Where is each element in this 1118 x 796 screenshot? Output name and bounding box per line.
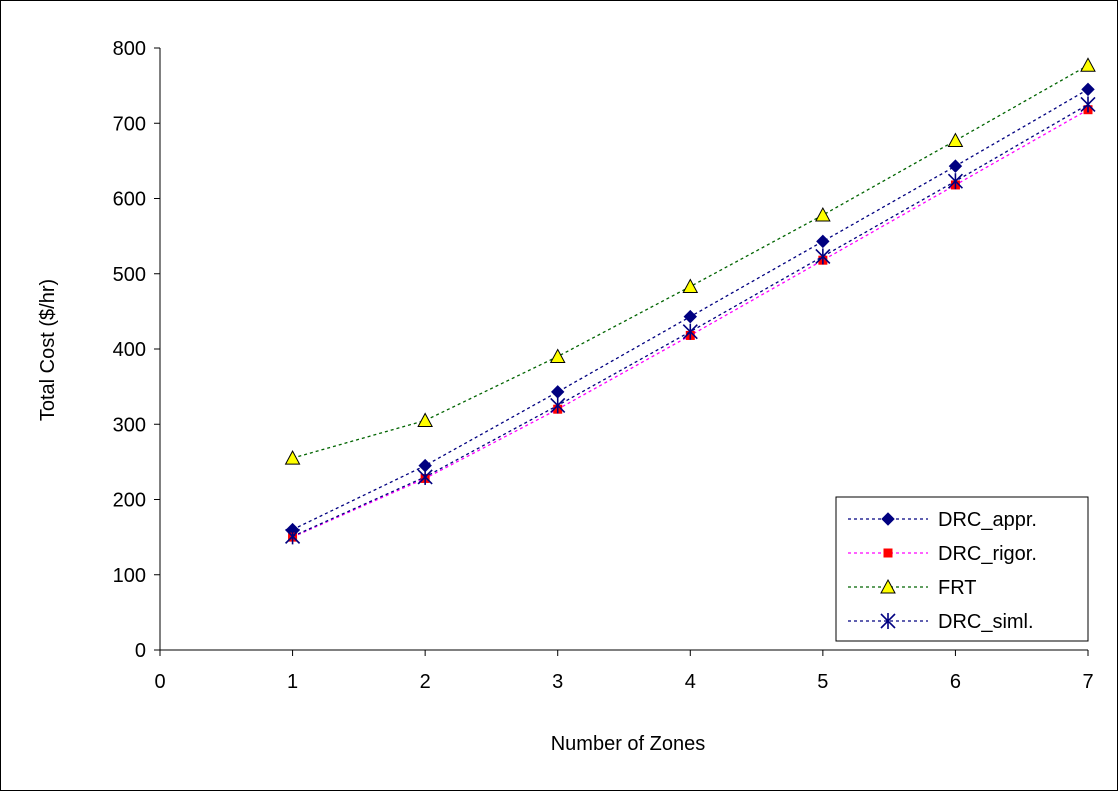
- y-tick-label: 600: [113, 189, 146, 211]
- legend-item: FRT: [848, 577, 977, 599]
- legend-item: DRC_appr.: [848, 509, 1037, 531]
- x-axis-label: Number of Zones: [551, 733, 706, 755]
- y-tick-label: 0: [135, 640, 146, 662]
- data-point-asterisk: [947, 173, 963, 190]
- series-layer: [284, 57, 1096, 545]
- y-tick-label: 100: [113, 565, 146, 587]
- axes: 0 100 200 300 400 500 600 700 800 0 1 2 3 4 5 6 7: [113, 38, 1094, 693]
- data-point-triangle: [815, 207, 831, 222]
- data-point-triangle: [284, 450, 301, 465]
- legend-marker-square: [883, 548, 893, 558]
- data-point-asterisk: [682, 323, 698, 340]
- x-tick-label: 6: [950, 671, 961, 693]
- data-point-asterisk: [285, 528, 301, 545]
- x-tick-label: 0: [154, 671, 165, 693]
- data-point-diamond: [683, 309, 697, 324]
- legend-label: DRC_appr.: [938, 509, 1037, 531]
- legend-label: DRC_rigor.: [938, 543, 1037, 565]
- x-tick-label: 5: [817, 671, 828, 693]
- x-tick-label: 3: [552, 671, 563, 693]
- y-tick-label: 800: [113, 38, 146, 60]
- data-point-asterisk: [1080, 96, 1096, 113]
- legend: DRC_appr. DRC_rigor. FRT DRC_siml.: [835, 496, 1089, 642]
- data-point-diamond: [948, 159, 963, 173]
- series-3: [284, 57, 1096, 465]
- legend-marker-asterisk: [880, 613, 896, 629]
- legend-item: DRC_rigor.: [848, 543, 1037, 565]
- legend-item: DRC_siml.: [848, 611, 1034, 633]
- data-point-asterisk: [417, 468, 433, 485]
- legend-box: [835, 496, 1089, 642]
- legend-marker-triangle: [880, 578, 896, 594]
- data-point-triangle: [1080, 57, 1096, 72]
- data-point-triangle: [947, 132, 964, 148]
- y-tick-label: 500: [113, 264, 146, 286]
- legend-label: FRT: [938, 577, 977, 599]
- data-point-asterisk: [815, 248, 831, 265]
- x-tick-label: 4: [685, 671, 696, 693]
- series-4: [285, 96, 1096, 545]
- data-point-triangle: [417, 412, 433, 427]
- data-point-triangle: [549, 348, 566, 364]
- legend-marker-diamond: [881, 512, 895, 526]
- y-tick-label: 700: [113, 113, 146, 135]
- data-point-asterisk: [550, 397, 566, 414]
- data-point-diamond: [1081, 82, 1095, 97]
- y-tick-label: 400: [113, 339, 146, 361]
- y-tick-label: 300: [113, 414, 146, 436]
- y-axis-label: Total Cost ($/hr): [37, 279, 59, 421]
- x-tick-label: 1: [287, 671, 298, 693]
- legend-label: DRC_siml.: [938, 611, 1034, 633]
- y-tick-label: 200: [113, 490, 146, 512]
- series-1: [285, 82, 1095, 537]
- data-point-triangle: [682, 278, 699, 294]
- data-point-diamond: [816, 234, 830, 249]
- x-tick-label: 2: [420, 671, 431, 693]
- x-tick-label: 7: [1082, 671, 1093, 693]
